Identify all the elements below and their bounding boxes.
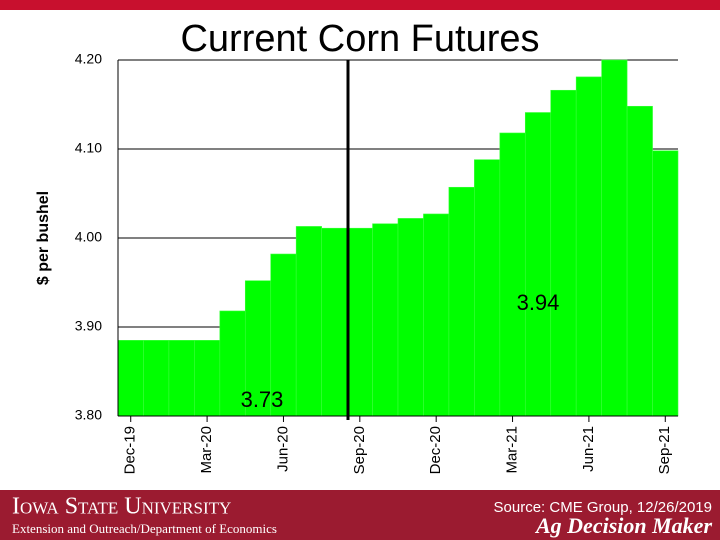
step-bar bbox=[575, 76, 602, 417]
step-bar bbox=[499, 132, 526, 417]
footer-source: Source: CME Group, 12/26/2019 bbox=[494, 499, 712, 516]
annotation: 3.94 bbox=[517, 290, 560, 315]
x-tick-label: Mar-21 bbox=[504, 426, 521, 474]
y-tick-label: 3.90 bbox=[75, 318, 102, 334]
annotation: 3.73 bbox=[241, 387, 284, 412]
x-tick-label: Dec-20 bbox=[427, 426, 444, 474]
step-bar bbox=[372, 223, 399, 417]
step-bar bbox=[270, 253, 297, 417]
chart-title: Current Corn Futures bbox=[180, 18, 539, 60]
step-bar bbox=[524, 112, 552, 417]
y-axis-label: $ per bushel bbox=[35, 191, 52, 285]
x-tick-label: Jun-20 bbox=[274, 426, 291, 472]
footer-bar bbox=[0, 490, 720, 540]
step-bar bbox=[423, 213, 450, 417]
step-bar bbox=[168, 340, 195, 417]
footer-department: Extension and Outreach/Department of Eco… bbox=[12, 521, 277, 536]
step-bar bbox=[652, 150, 679, 417]
x-tick-label: Dec-19 bbox=[122, 426, 139, 474]
x-tick-label: Jun-21 bbox=[580, 426, 597, 472]
step-bar bbox=[117, 340, 144, 417]
step-bar bbox=[550, 89, 577, 417]
step-bar bbox=[219, 310, 246, 417]
x-tick-label: Mar-20 bbox=[198, 426, 215, 474]
step-bar bbox=[194, 340, 221, 417]
y-tick-label: 4.00 bbox=[75, 229, 102, 245]
y-tick-label: 3.80 bbox=[75, 407, 102, 423]
footer-brand: Ag Decision Maker bbox=[534, 513, 712, 538]
step-bar bbox=[321, 227, 348, 417]
top-bar bbox=[0, 0, 720, 10]
step-bar bbox=[474, 159, 501, 417]
step-bar bbox=[448, 186, 475, 417]
plot: 3.80 3.90 4.00 4.10 4.20 Dec-19 Mar-20 Jun-20 Se… bbox=[75, 51, 679, 474]
step-bar bbox=[346, 227, 373, 417]
step-bar bbox=[601, 59, 628, 417]
x-tick-label: Sep-20 bbox=[351, 426, 368, 474]
step-bar bbox=[397, 218, 424, 417]
step-bar bbox=[626, 105, 653, 417]
footer-university: Iowa State University bbox=[12, 494, 231, 520]
x-tick-label: Sep-21 bbox=[656, 426, 673, 474]
y-tick-label: 4.20 bbox=[75, 51, 102, 67]
step-bar bbox=[295, 226, 322, 417]
y-tick-label: 4.10 bbox=[75, 140, 102, 156]
step-bar bbox=[143, 340, 170, 417]
